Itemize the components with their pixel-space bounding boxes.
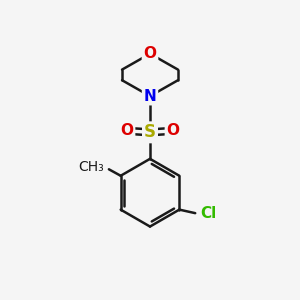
Text: S: S bbox=[144, 123, 156, 141]
Text: Cl: Cl bbox=[200, 206, 217, 221]
Text: O: O bbox=[121, 123, 134, 138]
Text: N: N bbox=[144, 88, 156, 104]
Text: O: O bbox=[143, 46, 157, 61]
Text: CH₃: CH₃ bbox=[79, 160, 104, 174]
Text: O: O bbox=[167, 123, 179, 138]
